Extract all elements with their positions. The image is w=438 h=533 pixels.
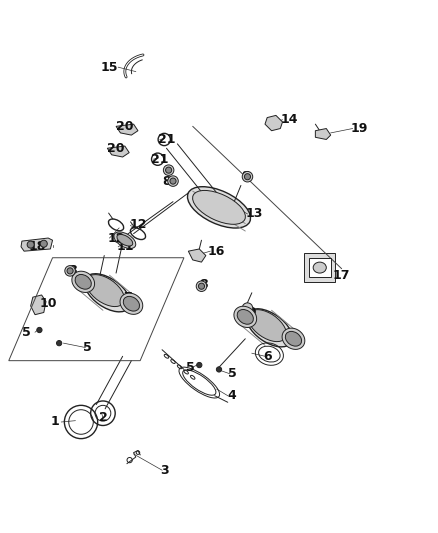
- Text: 7: 7: [123, 290, 131, 304]
- Text: 16: 16: [208, 245, 226, 257]
- Text: 19: 19: [350, 122, 368, 135]
- Bar: [309, 258, 331, 278]
- Text: 4: 4: [228, 389, 237, 402]
- Circle shape: [242, 172, 253, 182]
- Polygon shape: [107, 146, 129, 157]
- Polygon shape: [265, 115, 283, 131]
- Text: 13: 13: [245, 207, 263, 221]
- Text: 20: 20: [116, 120, 134, 133]
- Bar: [304, 253, 335, 282]
- Circle shape: [40, 240, 47, 247]
- Ellipse shape: [237, 310, 254, 324]
- Circle shape: [242, 303, 253, 313]
- Circle shape: [27, 241, 34, 248]
- Ellipse shape: [313, 262, 326, 273]
- Text: 8: 8: [199, 278, 208, 290]
- Circle shape: [37, 327, 42, 333]
- Circle shape: [166, 167, 172, 173]
- Text: 9: 9: [247, 306, 256, 319]
- Ellipse shape: [234, 306, 257, 327]
- Circle shape: [198, 283, 205, 289]
- Text: 5: 5: [22, 326, 31, 338]
- Circle shape: [65, 265, 75, 276]
- Polygon shape: [188, 249, 206, 262]
- Text: 18: 18: [28, 240, 46, 253]
- Ellipse shape: [114, 232, 136, 248]
- Ellipse shape: [72, 271, 95, 293]
- Polygon shape: [315, 128, 331, 140]
- Ellipse shape: [282, 328, 305, 350]
- Circle shape: [216, 367, 222, 372]
- Text: 8: 8: [68, 264, 77, 277]
- Text: 1: 1: [50, 416, 59, 429]
- Text: 15: 15: [101, 61, 118, 74]
- Polygon shape: [31, 295, 46, 314]
- Ellipse shape: [120, 293, 143, 314]
- Ellipse shape: [86, 274, 124, 306]
- Text: 12: 12: [107, 231, 125, 245]
- Polygon shape: [116, 124, 138, 135]
- Ellipse shape: [246, 309, 293, 347]
- Polygon shape: [21, 238, 53, 251]
- Ellipse shape: [248, 310, 286, 342]
- Text: 21: 21: [158, 133, 175, 146]
- Ellipse shape: [75, 274, 92, 289]
- Circle shape: [57, 341, 62, 346]
- Text: 5: 5: [186, 361, 195, 374]
- Ellipse shape: [285, 332, 302, 346]
- Text: 2: 2: [99, 411, 107, 424]
- Text: 12: 12: [129, 219, 147, 231]
- Text: 6: 6: [263, 350, 272, 363]
- Circle shape: [168, 176, 178, 187]
- Text: 10: 10: [39, 297, 57, 310]
- Circle shape: [170, 178, 176, 184]
- Text: 14: 14: [280, 114, 298, 126]
- Ellipse shape: [117, 235, 133, 246]
- Text: 5: 5: [228, 367, 237, 381]
- Circle shape: [196, 281, 207, 292]
- Circle shape: [197, 362, 202, 368]
- Circle shape: [244, 174, 251, 180]
- Ellipse shape: [123, 296, 140, 311]
- Text: 5: 5: [83, 341, 92, 354]
- Ellipse shape: [84, 274, 131, 312]
- Text: 17: 17: [333, 269, 350, 282]
- Ellipse shape: [193, 190, 245, 224]
- Text: 20: 20: [107, 142, 125, 155]
- Text: 8: 8: [162, 175, 171, 188]
- Text: 21: 21: [151, 152, 169, 166]
- Text: 11: 11: [116, 240, 134, 253]
- Circle shape: [67, 268, 73, 274]
- Text: 3: 3: [160, 464, 169, 477]
- Circle shape: [163, 165, 174, 175]
- Text: 8: 8: [241, 170, 250, 183]
- Ellipse shape: [187, 187, 251, 228]
